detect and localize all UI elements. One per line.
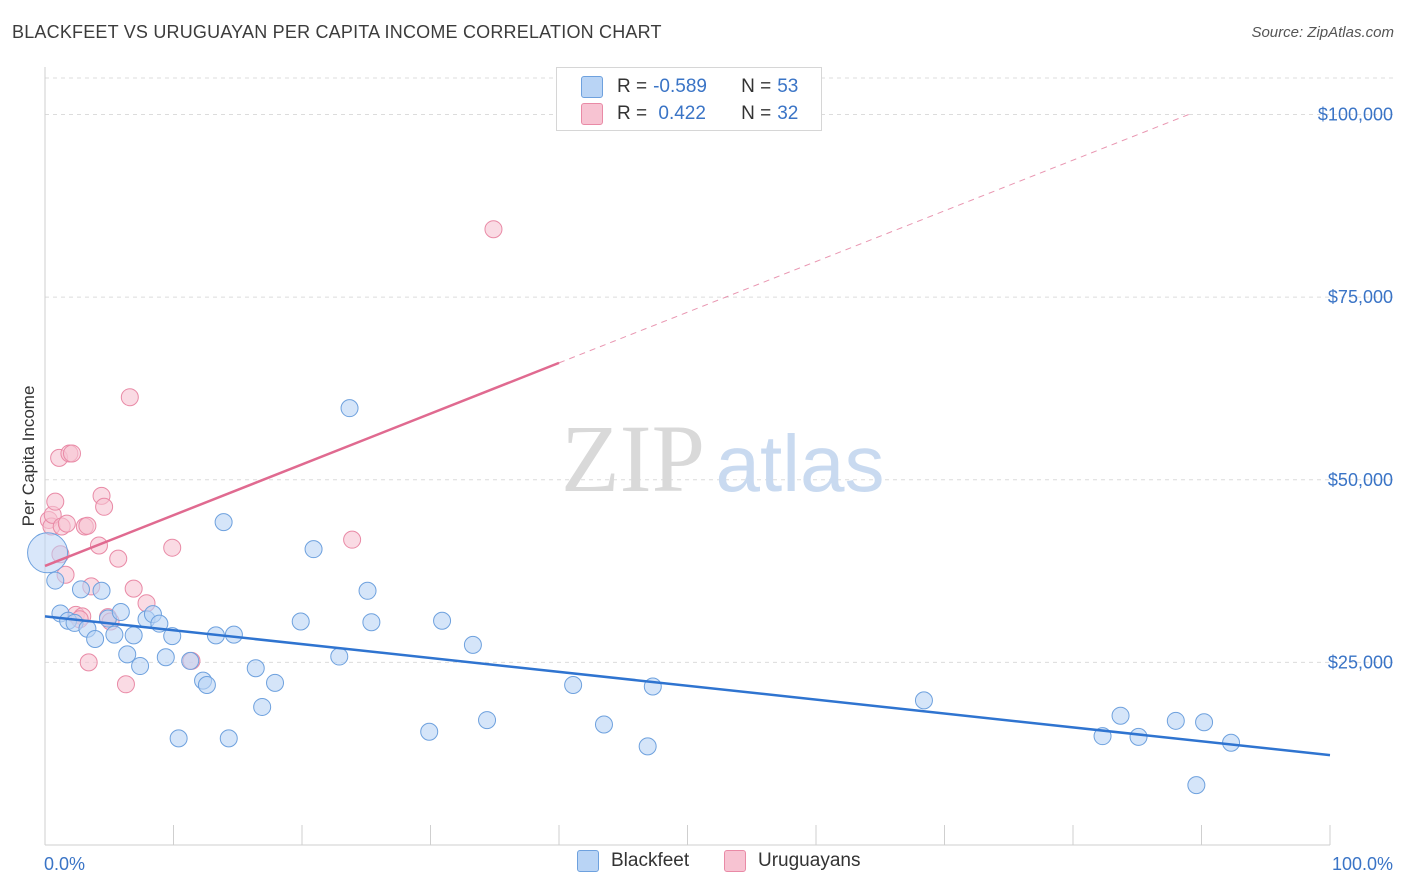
blackfeet-point bbox=[219, 729, 238, 748]
uruguayans-point bbox=[116, 675, 135, 694]
y-tick-label: $50,000 bbox=[1328, 470, 1393, 490]
uruguayans-point bbox=[62, 444, 81, 463]
blackfeet-point bbox=[253, 697, 272, 716]
legend-row-blackfeet: R = -0.589 N = 53 bbox=[581, 74, 798, 100]
y-tick-label: $75,000 bbox=[1328, 287, 1393, 307]
blackfeet-swatch bbox=[581, 76, 603, 98]
blackfeet-point bbox=[914, 691, 933, 710]
uruguayans-point bbox=[163, 538, 182, 557]
y-tick-label: $100,000 bbox=[1318, 105, 1393, 125]
watermark-atlas: atlas bbox=[716, 419, 885, 508]
legend-n-value: 32 bbox=[777, 103, 799, 124]
blackfeet-trend-line bbox=[44, 615, 1331, 757]
uruguayans-trend-extrapolation bbox=[558, 114, 1189, 364]
blackfeet-point bbox=[463, 635, 482, 654]
blackfeet-point bbox=[1166, 711, 1185, 730]
x-tick-label-max: 100.0% bbox=[1332, 854, 1393, 874]
legend-label-uruguayans: Uruguayans bbox=[758, 850, 861, 871]
series-legend: Blackfeet Uruguayans bbox=[0, 850, 1406, 878]
blackfeet-point bbox=[304, 540, 323, 559]
blackfeet-point bbox=[92, 581, 111, 600]
blackfeet-point bbox=[156, 648, 175, 667]
y-tick-labels: $25,000 $50,000 $75,000 $100,000 bbox=[1318, 105, 1393, 673]
uruguayans-point bbox=[343, 530, 362, 549]
blackfeet-point bbox=[86, 630, 105, 649]
blackfeet-point bbox=[27, 532, 69, 574]
chart-title: BLACKFEET VS URUGUAYAN PER CAPITA INCOME… bbox=[12, 22, 662, 42]
blackfeet-point bbox=[118, 645, 137, 664]
blackfeet-point bbox=[46, 571, 65, 590]
legend-n-value: 53 bbox=[777, 76, 799, 97]
uruguayans-point bbox=[109, 549, 128, 568]
blackfeet-point bbox=[181, 651, 200, 670]
y-axis-label: Per Capita Income bbox=[19, 386, 38, 527]
blackfeet-point bbox=[1187, 776, 1206, 795]
blackfeet-point bbox=[420, 722, 439, 741]
blackfeet-point bbox=[124, 626, 143, 645]
legend-n-label: N = bbox=[741, 103, 772, 124]
legend-r-label: R = bbox=[617, 103, 648, 124]
blackfeet-point bbox=[131, 657, 150, 676]
blackfeet-point bbox=[330, 647, 349, 666]
blackfeet-point bbox=[197, 676, 216, 695]
trend-lines bbox=[44, 114, 1331, 757]
legend-r-value: 0.422 bbox=[653, 103, 706, 124]
blackfeet-point bbox=[163, 627, 182, 646]
source-label: Source: ZipAtlas.com bbox=[1251, 24, 1394, 41]
watermark-zip: ZIP bbox=[561, 405, 705, 512]
blackfeet-point bbox=[340, 399, 359, 418]
blackfeet-point bbox=[478, 711, 497, 730]
blackfeet-point bbox=[71, 580, 90, 599]
uruguayans-point bbox=[484, 220, 503, 239]
x-tick-label-min: 0.0% bbox=[44, 854, 85, 874]
blackfeet-point bbox=[1129, 727, 1148, 746]
uruguayans-point bbox=[95, 497, 114, 516]
blackfeet-point bbox=[638, 737, 657, 756]
blackfeet-point bbox=[291, 612, 310, 631]
gridlines bbox=[45, 77, 1393, 663]
blackfeet-point bbox=[1195, 713, 1214, 732]
legend-r-label: R = bbox=[617, 76, 648, 97]
blackfeet-point bbox=[594, 715, 613, 734]
blackfeet-point bbox=[266, 673, 285, 692]
blackfeet-point bbox=[362, 613, 381, 632]
blackfeet-point bbox=[246, 659, 265, 678]
blackfeet-point bbox=[169, 729, 188, 748]
uruguayans-swatch bbox=[581, 103, 603, 125]
legend-row-uruguayans: R = 0.422 N = 32 bbox=[581, 101, 798, 127]
blackfeet-point bbox=[433, 611, 452, 630]
uruguayans-point bbox=[46, 492, 65, 511]
blackfeet-point bbox=[358, 581, 377, 600]
blackfeet-point bbox=[1111, 706, 1130, 725]
legend-item-uruguayans: Uruguayans bbox=[724, 850, 860, 872]
watermark: ZIP atlas bbox=[561, 405, 884, 512]
legend-label-blackfeet: Blackfeet bbox=[611, 850, 690, 871]
blackfeet-point bbox=[224, 625, 243, 644]
blackfeet-point bbox=[214, 513, 233, 532]
y-tick-label: $25,000 bbox=[1328, 652, 1393, 672]
uruguayans-swatch bbox=[724, 850, 746, 872]
uruguayans-point bbox=[79, 653, 98, 672]
uruguayans-point bbox=[57, 514, 76, 533]
uruguayans-point bbox=[78, 516, 97, 535]
correlation-legend: R = -0.589 N = 53 R = 0.422 N = 32 bbox=[556, 67, 822, 131]
legend-n-label: N = bbox=[741, 76, 772, 97]
uruguayans-trend-line bbox=[44, 361, 560, 568]
blackfeet-point bbox=[564, 676, 583, 695]
blackfeet-point bbox=[105, 625, 124, 644]
blackfeet-swatch bbox=[577, 850, 599, 872]
legend-item-blackfeet: Blackfeet bbox=[577, 850, 689, 872]
axes bbox=[44, 67, 1331, 846]
legend-r-value: -0.589 bbox=[653, 76, 707, 97]
blackfeet-point bbox=[111, 602, 130, 621]
uruguayans-point bbox=[124, 579, 143, 598]
uruguayans-point bbox=[120, 388, 139, 407]
